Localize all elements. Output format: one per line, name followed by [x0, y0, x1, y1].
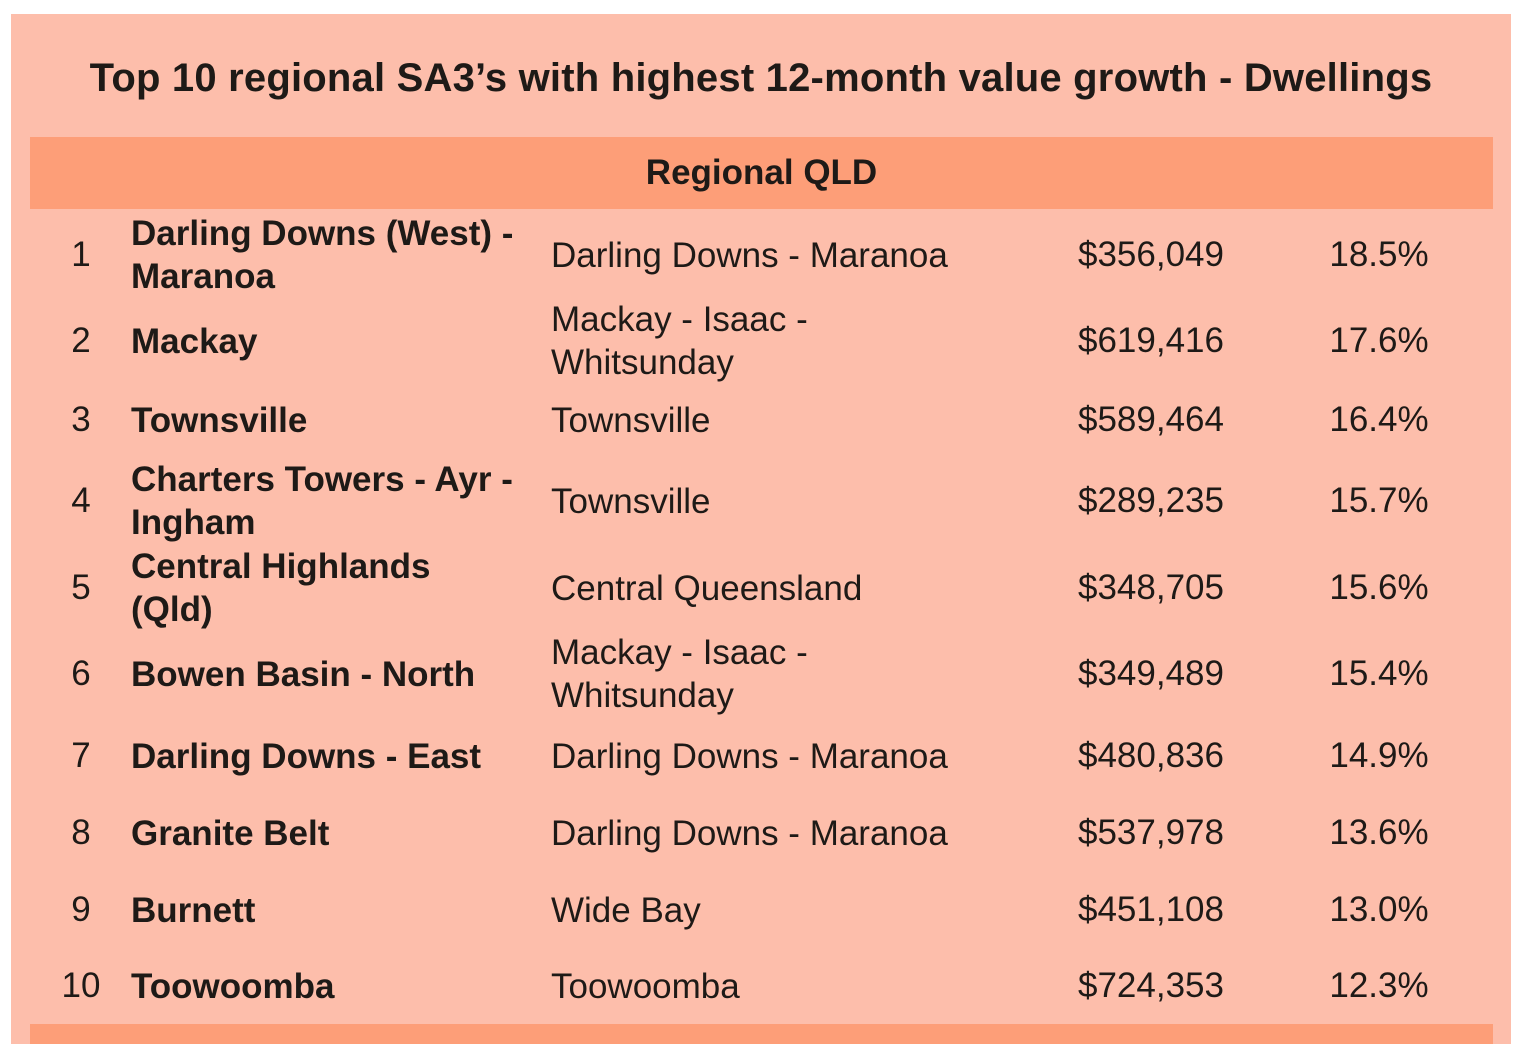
- rank-cell: 2: [71, 321, 91, 360]
- sa4-cell: Townsville: [551, 400, 711, 440]
- rank-cell: 9: [71, 890, 91, 929]
- sa4-cell: Mackay - Isaac - Whitsunday: [551, 633, 808, 715]
- table-row: 7 Darling Downs - East Darling Downs - M…: [11, 718, 1511, 794]
- growth-cell: 15.7%: [1329, 481, 1429, 520]
- rank-cell: 6: [71, 654, 91, 693]
- rank-cell: 1: [71, 235, 91, 274]
- table-footer-bar: [30, 1024, 1493, 1044]
- rank-cell: 8: [71, 813, 91, 852]
- table-row: 2 Mackay Mackay - Isaac - Whitsunday $61…: [11, 298, 1511, 384]
- sa4-cell: Toowoomba: [551, 966, 740, 1006]
- value-cell: $289,235: [1078, 481, 1224, 520]
- sa4-cell: Central Queensland: [551, 568, 863, 608]
- sa3-cell: Bowen Basin - North: [131, 654, 476, 694]
- value-cell: $349,489: [1078, 654, 1224, 693]
- table-panel: Top 10 regional SA3’s with highest 12-mo…: [11, 14, 1511, 1044]
- growth-cell: 14.9%: [1329, 736, 1429, 775]
- growth-cell: 18.5%: [1329, 235, 1429, 274]
- sa3-cell: Central Highlands (Qld): [131, 547, 431, 629]
- rank-cell: 5: [71, 568, 91, 607]
- growth-cell: 15.6%: [1329, 568, 1429, 607]
- sa4-cell: Mackay - Isaac - Whitsunday: [551, 300, 808, 382]
- sa4-cell: Darling Downs - Maranoa: [551, 736, 948, 776]
- table-row: 6 Bowen Basin - North Mackay - Isaac - W…: [11, 630, 1511, 718]
- table-row: 5 Central Highlands (Qld) Central Queens…: [11, 546, 1511, 630]
- sa3-cell: Mackay: [131, 321, 258, 361]
- value-cell: $619,416: [1078, 321, 1224, 360]
- value-cell: $589,464: [1078, 400, 1224, 439]
- value-cell: $480,836: [1078, 736, 1224, 775]
- value-cell: $348,705: [1078, 568, 1224, 607]
- growth-cell: 13.6%: [1329, 813, 1429, 852]
- sa3-cell: Charters Towers - Ayr - Ingham: [131, 460, 513, 542]
- value-cell: $724,353: [1078, 966, 1224, 1005]
- rank-cell: 3: [71, 400, 91, 439]
- sa4-cell: Darling Downs - Maranoa: [551, 235, 948, 275]
- sa3-cell: Darling Downs - East: [131, 736, 482, 776]
- value-cell: $356,049: [1078, 235, 1224, 274]
- growth-cell: 13.0%: [1329, 890, 1429, 929]
- table-row: 10 Toowoomba Toowoomba $724,353 12.3%: [11, 948, 1511, 1024]
- sa4-cell: Townsville: [551, 481, 711, 521]
- growth-cell: 15.4%: [1329, 654, 1429, 693]
- growth-cell: 12.3%: [1329, 966, 1429, 1005]
- value-cell: $537,978: [1078, 813, 1224, 852]
- rank-cell: 4: [71, 481, 91, 520]
- table-row: 8 Granite Belt Darling Downs - Maranoa $…: [11, 794, 1511, 872]
- value-cell: $451,108: [1078, 890, 1224, 929]
- table-row: 4 Charters Towers - Ayr - Ingham Townsvi…: [11, 456, 1511, 546]
- sa3-cell: Townsville: [131, 400, 308, 440]
- table-row: 3 Townsville Townsville $589,464 16.4%: [11, 384, 1511, 456]
- growth-cell: 16.4%: [1329, 400, 1429, 439]
- sa3-cell: Burnett: [131, 890, 256, 930]
- growth-cell: 17.6%: [1329, 321, 1429, 360]
- rank-cell: 7: [71, 736, 91, 775]
- table-row: 1 Darling Downs (West) - Maranoa Darling…: [11, 212, 1511, 298]
- sa4-cell: Wide Bay: [551, 890, 701, 930]
- sa3-cell: Darling Downs (West) - Maranoa: [131, 214, 514, 296]
- table-title: Top 10 regional SA3’s with highest 12-mo…: [89, 56, 1433, 100]
- sa3-cell: Toowoomba: [131, 966, 335, 1006]
- sa4-cell: Darling Downs - Maranoa: [551, 813, 948, 853]
- region-header: Regional QLD: [30, 137, 1493, 209]
- table-row: 9 Burnett Wide Bay $451,108 13.0%: [11, 872, 1511, 948]
- rank-cell: 10: [61, 966, 101, 1005]
- sa3-cell: Granite Belt: [131, 813, 330, 853]
